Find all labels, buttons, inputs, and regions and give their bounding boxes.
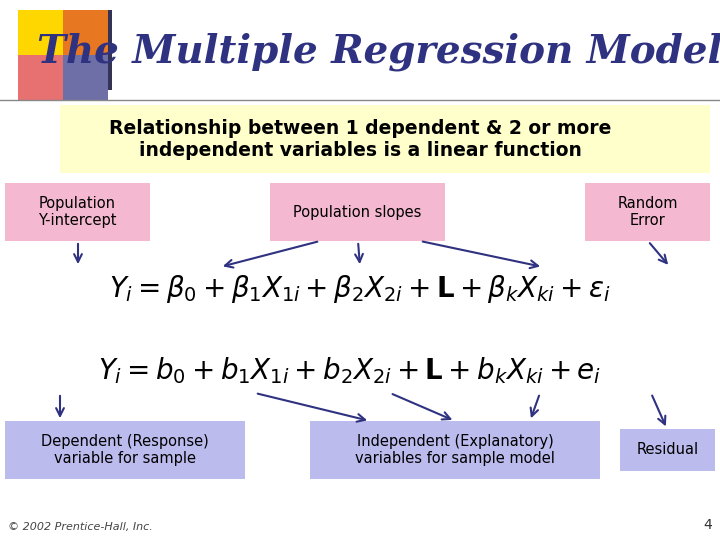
Text: Residual: Residual bbox=[636, 442, 698, 457]
Text: $Y_i = \beta_0 + \beta_1 X_{1i} + \beta_2 X_{2i} + \mathbf{L} + \beta_k X_{ki} +: $Y_i = \beta_0 + \beta_1 X_{1i} + \beta_… bbox=[109, 273, 611, 305]
Text: Relationship between 1 dependent & 2 or more: Relationship between 1 dependent & 2 or … bbox=[109, 119, 611, 138]
Text: $Y_i = b_0 + b_1 X_{1i} + b_2 X_{2i} + \mathbf{L} + b_k X_{ki} + e_i$: $Y_i = b_0 + b_1 X_{1i} + b_2 X_{2i} + \… bbox=[99, 356, 602, 387]
Bar bbox=[5, 421, 245, 479]
Text: Random
Error: Random Error bbox=[617, 196, 678, 228]
Bar bbox=[270, 183, 445, 241]
Bar bbox=[18, 55, 63, 100]
Text: 4: 4 bbox=[703, 518, 712, 532]
Text: Population slopes: Population slopes bbox=[293, 205, 422, 219]
Bar bbox=[108, 10, 112, 90]
Bar bbox=[310, 421, 600, 479]
Bar bbox=[60, 105, 710, 173]
Text: Population
Y-intercept: Population Y-intercept bbox=[38, 196, 117, 228]
Text: Independent (Explanatory)
variables for sample model: Independent (Explanatory) variables for … bbox=[355, 434, 555, 466]
Text: independent variables is a linear function: independent variables is a linear functi… bbox=[138, 141, 582, 160]
Bar bbox=[585, 183, 710, 241]
Bar bbox=[63, 10, 108, 55]
Bar bbox=[620, 429, 715, 471]
Text: © 2002 Prentice-Hall, Inc.: © 2002 Prentice-Hall, Inc. bbox=[8, 522, 153, 532]
Text: Dependent (Response)
variable for sample: Dependent (Response) variable for sample bbox=[41, 434, 209, 466]
Bar bbox=[5, 183, 150, 241]
Bar bbox=[63, 55, 108, 100]
Text: The Multiple Regression Model: The Multiple Regression Model bbox=[37, 33, 720, 71]
Bar bbox=[18, 10, 63, 55]
